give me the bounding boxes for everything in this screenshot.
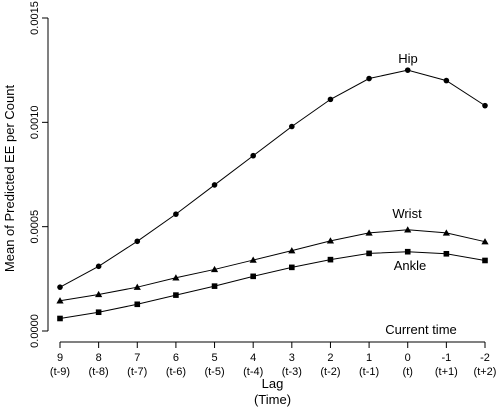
data-point-ankle (173, 292, 179, 298)
data-point-hip (57, 284, 63, 290)
data-point-hip (443, 77, 450, 84)
data-point-ankle (404, 248, 411, 255)
x-tick-label-time: (t+2) (474, 366, 497, 378)
x-tick-label-lag: 7 (134, 352, 140, 364)
y-axis-title: Mean of Predicted EE per Count (2, 85, 17, 273)
data-point-ankle (134, 301, 141, 308)
x-tick-label-time: (t-2) (320, 366, 340, 378)
y-tick-label: 0.0015 (29, 1, 41, 35)
x-tick-label-time: (t) (403, 366, 413, 378)
data-point-wrist (56, 297, 64, 304)
data-point-hip (404, 67, 411, 73)
series-label-wrist: Wrist (392, 206, 422, 221)
data-point-wrist (442, 229, 450, 236)
series-layer (56, 67, 489, 322)
data-point-ankle (57, 315, 63, 322)
data-point-hip (95, 263, 102, 270)
data-point-ankle (482, 257, 488, 264)
data-point-wrist (95, 290, 103, 298)
x-tick-label-lag: 6 (173, 352, 179, 364)
x-tick-label-lag: -1 (441, 352, 451, 364)
data-point-wrist (326, 237, 335, 244)
series-label-hip: Hip (398, 51, 418, 66)
data-point-wrist (288, 247, 296, 254)
data-point-wrist (481, 238, 489, 245)
data-point-hip (173, 211, 179, 217)
series-line-ankle (59, 251, 486, 319)
data-point-ankle (327, 256, 334, 263)
y-tick-label: 0.0005 (29, 210, 41, 244)
data-point-ankle (289, 264, 295, 271)
data-point-ankle (211, 283, 218, 289)
x-tick-label-lag: 2 (327, 352, 333, 364)
data-point-wrist (365, 229, 373, 236)
x-tick-label-lag: 0 (405, 352, 411, 364)
series-wrist (56, 226, 489, 304)
series-hip (57, 67, 488, 290)
x-tick-label-time: (t-5) (204, 366, 224, 378)
series-ankle (57, 248, 488, 322)
data-point-hip (134, 238, 141, 245)
x-tick-label-lag: 5 (211, 352, 217, 364)
series-label-ankle: Ankle (394, 258, 427, 273)
y-tick-label: 0.0000 (29, 314, 41, 348)
x-tick-label-time: (t+1) (435, 366, 458, 378)
x-tick-label-lag: 1 (366, 352, 372, 364)
series-line-hip (59, 69, 486, 288)
data-point-hip (482, 102, 488, 109)
data-point-wrist (249, 256, 257, 263)
data-point-wrist (133, 283, 141, 290)
data-point-ankle (95, 309, 102, 316)
data-point-ankle (250, 273, 256, 280)
x-tick-label-lag: 4 (250, 352, 256, 364)
x-axis: 9 (t-9) 8 (t-8) 7 (t-7) 6 (t-6) 5 (t-5) 4 (t-4) 3 (t-… (50, 341, 497, 378)
data-point-wrist (210, 265, 219, 273)
x-tick-label-lag: 8 (96, 352, 102, 364)
x-tick-label-time: (t-7) (127, 366, 147, 378)
data-point-hip (250, 152, 256, 159)
x-tick-label-time: (t-6) (166, 366, 186, 378)
x-axis-title: Lag (262, 376, 284, 391)
data-point-hip (289, 123, 295, 130)
x-tick-label-time: (t-9) (50, 366, 70, 378)
data-point-hip (327, 96, 334, 103)
x-tick-label-time: (t-3) (282, 366, 302, 378)
series-line-wrist (59, 229, 486, 302)
x-tick-label-time: (t-8) (89, 366, 109, 378)
y-axis: 0.0000 0.0005 0.0010 0.0015 (29, 1, 49, 348)
x-tick-label-time: (t-1) (359, 366, 379, 378)
data-point-hip (211, 182, 218, 188)
x-tick-label-lag: 9 (57, 352, 63, 364)
x-tick-label-lag: 3 (289, 352, 295, 364)
data-point-wrist (172, 274, 180, 281)
data-point-wrist (404, 226, 412, 233)
y-tick-label: 0.0010 (29, 106, 41, 140)
current-time-annotation: Current time (385, 322, 457, 337)
data-point-hip (366, 75, 372, 82)
x-tick-label-lag: -2 (480, 352, 490, 364)
x-tick-label-time: (t-4) (243, 366, 263, 378)
data-point-ankle (366, 250, 372, 257)
data-point-ankle (443, 250, 450, 257)
x-axis-subtitle: (Time) (254, 392, 291, 407)
